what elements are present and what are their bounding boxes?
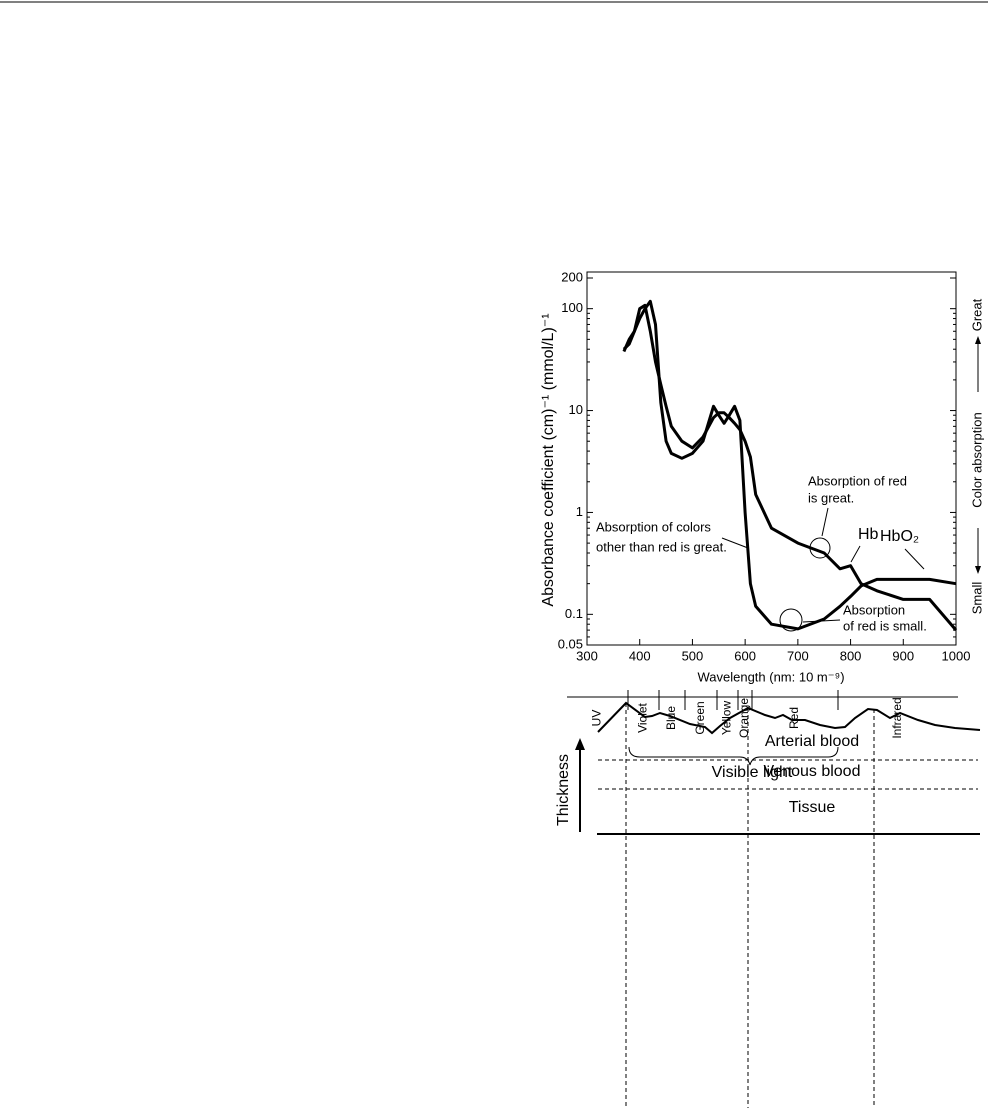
y-axis-label: Absorbance coefficient (cm)⁻¹ (mmol/L)⁻¹ (540, 313, 557, 606)
y-tick-label: 10 (569, 402, 583, 417)
y-tick-label: 200 (561, 269, 583, 284)
pulse-wave (597, 701, 981, 735)
right-label-low: Small (969, 582, 984, 615)
series-line (622, 303, 958, 632)
x-axis-label: Wavelength (nm: 10 m⁻⁹) (697, 669, 844, 684)
x-tick-label: 500 (682, 648, 704, 663)
band-label: Infrared (890, 697, 904, 738)
highlight-circle (779, 608, 803, 632)
band-label: Violet (636, 702, 650, 732)
annotation: Absorption of colors (596, 519, 711, 534)
visible-light-label: Visible light (712, 764, 793, 781)
y-tick-label: 0.1 (565, 606, 583, 621)
band-label: Blue (664, 706, 678, 730)
right-axis-label: Small Color absorption Great (969, 298, 984, 614)
band-label: Yellow (720, 701, 734, 736)
layer-label: Arterial blood (765, 733, 859, 750)
x-tick-label: 400 (629, 648, 651, 663)
x-tick-label: 600 (734, 648, 756, 663)
right-label-middle: Color absorption (969, 412, 984, 507)
annotation: other than red is great. (596, 539, 727, 554)
layer-label: Tissue (789, 799, 836, 816)
annotation: Absorption (843, 602, 905, 617)
arrowhead (975, 566, 981, 574)
y-tick-label: 1 (576, 504, 583, 519)
band-label: Red (787, 707, 801, 729)
series-label: HbO₂ (880, 528, 919, 545)
right-label-high: Great (969, 298, 984, 331)
x-tick-label: 300 (576, 648, 598, 663)
annotation: of red is small. (843, 618, 927, 633)
arrowhead (575, 738, 585, 750)
band-label: Green (693, 701, 707, 734)
x-tick-label: 700 (787, 648, 809, 663)
x-tick-label: 800 (840, 648, 862, 663)
plot-frame (586, 271, 957, 646)
annotation-arrow (821, 507, 829, 537)
annotation: is great. (808, 490, 854, 505)
blood-diagram: Thickness Arterial blood Venous blood Ti… (555, 701, 981, 1108)
series-label: Hb (858, 526, 879, 543)
visible-brace (628, 746, 839, 766)
arrowhead (975, 336, 981, 344)
band-label: Orange (737, 698, 751, 738)
x-tick-label: 900 (892, 648, 914, 663)
band-label: UV (590, 710, 604, 727)
annotation-arrow (721, 537, 749, 549)
y-tick-label: 0.05 (558, 636, 583, 651)
series-line (622, 299, 957, 631)
series-label-arrow (850, 545, 861, 563)
annotation: Absorption of red (808, 473, 907, 488)
thickness-label: Thickness (555, 754, 572, 826)
y-tick-label: 100 (561, 300, 583, 315)
series-label-arrow (904, 548, 925, 570)
x-tick-label: 1000 (942, 648, 971, 663)
layer-label: Venous blood (764, 763, 861, 780)
